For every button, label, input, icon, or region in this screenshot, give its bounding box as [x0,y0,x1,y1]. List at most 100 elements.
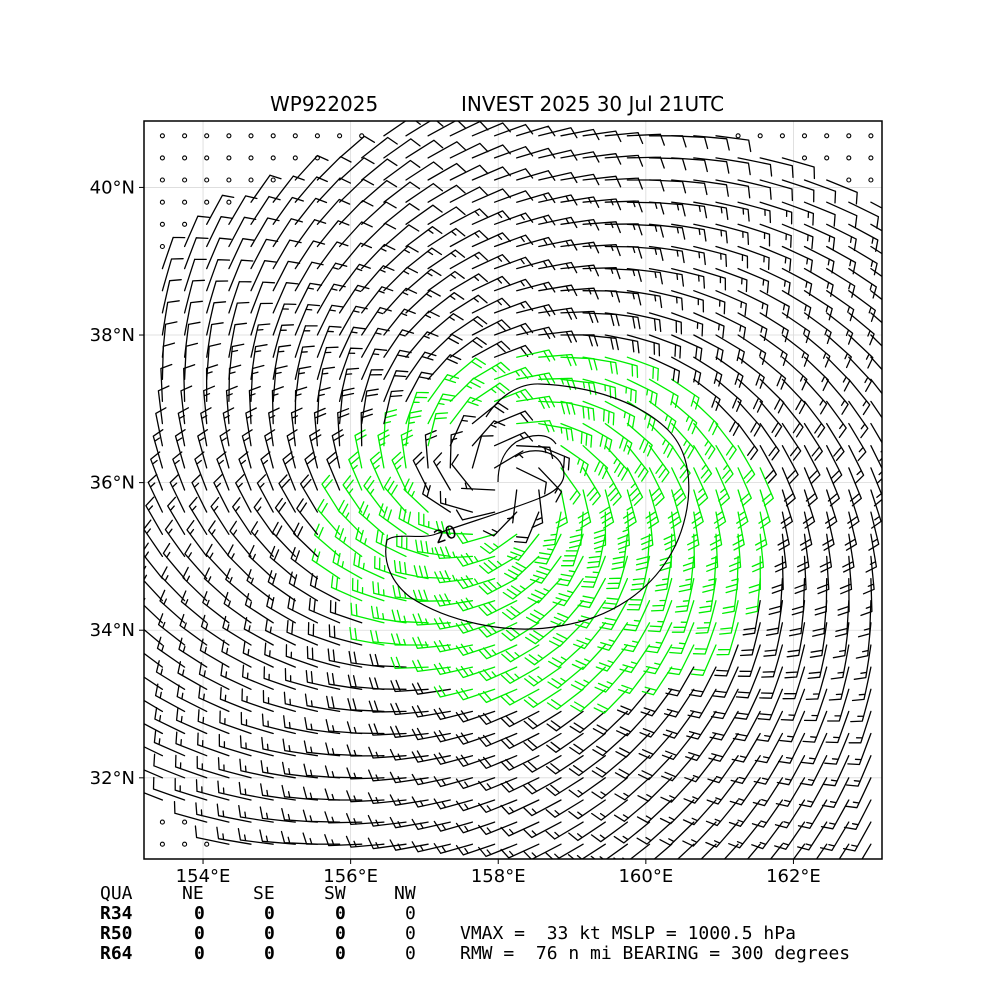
wind-barb [338,157,375,181]
wind-barb [324,788,363,801]
wind-barb [162,542,186,580]
table-header-ne: NE [182,883,204,904]
wind-barb [853,644,872,680]
wind-barb [405,268,442,292]
wind-barb [161,342,176,380]
wind-barb [715,135,752,153]
wind-barb [693,245,728,267]
wind-barb [737,201,772,224]
wind-barb [577,577,606,609]
wind-barb [219,429,231,469]
wind-barb [671,245,706,266]
wind-barb [478,600,518,617]
wind-barb [500,688,540,706]
wind-barb [144,542,164,580]
wind-barb [471,210,511,225]
wind-barb [250,364,265,403]
wind-barb [471,420,506,447]
wind-barb [286,620,319,646]
wind-barb [239,758,274,779]
wind-barb [449,142,489,159]
wind-barb [716,622,739,656]
wind-barb [500,777,540,793]
wind-barb [799,511,813,551]
wind-barb [294,365,312,403]
wind-barb [218,733,252,757]
wind-barb [198,685,230,713]
wind-barb [786,622,806,658]
wind-barb [847,489,860,529]
wind-barb [413,565,451,580]
wind-barb [144,628,164,646]
wind-barb [478,688,518,704]
wind-barb [753,755,784,785]
wind-barb [383,308,416,336]
wind-barb [777,732,806,764]
wind-barb [604,356,639,379]
wind-barb [545,821,584,840]
wind-barb [825,710,850,744]
wind-barb [283,691,319,713]
wind-barb [555,555,584,587]
wind-barb [639,710,673,738]
table-row-label: R34 [100,903,133,924]
wind-barb [164,519,186,558]
wind-barb [671,445,691,483]
wind-barb [478,843,518,858]
wind-barb [781,245,813,273]
wind-barb [645,489,660,529]
wind-barb [792,843,806,859]
calm-wind-marker [248,155,254,161]
wind-barb [183,279,206,314]
wind-barb [455,732,496,745]
wind-barb [604,245,643,259]
wind-barb [769,843,784,859]
calm-wind-marker [204,841,210,847]
calm-wind-marker [846,177,852,183]
wind-barb [802,710,828,743]
wind-barb [614,755,651,780]
wind-barb [471,297,511,314]
calm-wind-marker [204,177,210,183]
wind-barb [374,555,407,580]
wind-barb [746,843,761,859]
wind-barb [471,188,511,203]
wind-barb [616,688,651,716]
storm-id-title: WP922025 [270,92,379,116]
wind-barb [262,689,296,713]
wind-barb [626,378,658,406]
table-cell: 0 [264,923,275,944]
wind-barb [227,544,252,580]
wind-barb [222,615,252,646]
wind-barb [538,171,578,184]
wind-barb [309,573,341,602]
wind-barb [368,700,407,713]
wind-barb [228,364,242,403]
wind-barb [538,149,578,161]
wind-barb [560,378,597,396]
wind-barb [205,543,230,580]
wind-barb [302,786,341,801]
wind-barb [372,581,407,602]
wind-barb [294,345,315,380]
wind-barb [765,600,784,636]
wind-barb [294,325,318,358]
wind-barb [396,533,429,558]
wind-barb [268,407,280,447]
wind-barb [206,280,229,314]
wind-barb [586,533,606,569]
wind-barb [433,593,474,607]
wind-barb [693,400,719,436]
wind-barb [305,669,341,690]
wind-barb [611,533,629,570]
wind-barb [725,555,739,594]
wind-barb [427,292,465,314]
wind-barb [250,302,273,336]
wind-barb [737,334,767,365]
wind-barb [390,679,429,693]
wind-barb [577,489,592,529]
calm-wind-marker [226,155,232,161]
wind-barb [355,527,385,558]
wind-barb [839,555,853,595]
wind-barb [288,571,319,602]
